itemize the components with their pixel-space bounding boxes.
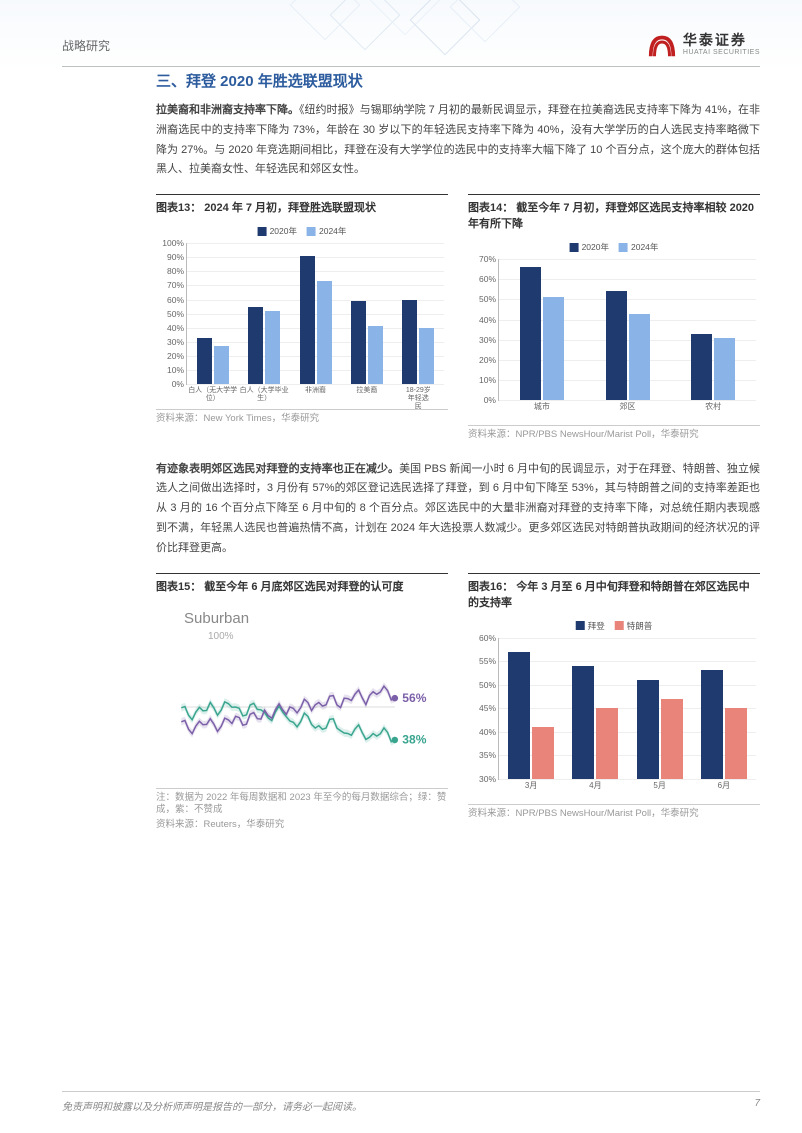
header-category: 战略研究 [62, 37, 110, 54]
chart-15-plot: Suburban100%56%38% [156, 604, 448, 784]
svg-text:38%: 38% [402, 732, 426, 746]
chart-14-title: 图表14： 截至今年 7 月初，拜登郊区选民支持率相较 2020 年有所下降 [468, 194, 760, 237]
chart-row-1: 图表13： 2024 年 7 月初，拜登胜选联盟现状 2020年2024年0%1… [156, 194, 760, 441]
logo-text-en: HUATAI SECURITIES [683, 49, 760, 57]
section-title: 三、拜登 2020 年胜选联盟现状 [156, 70, 760, 91]
chart-14-cell: 图表14： 截至今年 7 月初，拜登郊区选民支持率相较 2020 年有所下降 2… [468, 194, 760, 441]
chart-13-title: 图表13： 2024 年 7 月初，拜登胜选联盟现状 [156, 194, 448, 221]
logo-icon [647, 30, 677, 60]
para2-bold: 有迹象表明郊区选民对拜登的支持率也正在减少。 [156, 463, 399, 475]
page-footer: 免责声明和披露以及分析师声明是报告的一部分，请务必一起阅读。 7 [62, 1091, 760, 1113]
page-header: 战略研究 华泰证券 HUATAI SECURITIES [62, 30, 760, 67]
para1-bold: 拉美裔和非洲裔支持率下降。 [156, 104, 299, 116]
chart-row-2: 图表15： 截至今年 6 月底郊区选民对拜登的认可度 Suburban100%5… [156, 573, 760, 832]
chart-14-source: 资料来源：NPR/PBS NewsHour/Marist Poll，华泰研究 [468, 425, 760, 441]
chart-16-cell: 图表16： 今年 3 月至 6 月中旬拜登和特朗普在郊区选民中的支持率 拜登特朗… [468, 573, 760, 832]
chart-16-plot: 拜登特朗普30%35%40%45%50%55%60%3月4月5月6月 [468, 620, 760, 800]
chart-15-cell: 图表15： 截至今年 6 月底郊区选民对拜登的认可度 Suburban100%5… [156, 573, 448, 832]
chart-13-plot: 2020年2024年0%10%20%30%40%50%60%70%80%90%1… [156, 225, 448, 405]
para2-rest: 美国 PBS 新闻一小时 6 月中旬的民调显示，对于在拜登、特朗普、独立候选人之… [156, 463, 760, 554]
chart-15-title: 图表15： 截至今年 6 月底郊区选民对拜登的认可度 [156, 573, 448, 600]
company-logo: 华泰证券 HUATAI SECURITIES [647, 30, 760, 60]
chart-16-title: 图表16： 今年 3 月至 6 月中旬拜登和特朗普在郊区选民中的支持率 [468, 573, 760, 616]
chart-16-source: 资料来源：NPR/PBS NewsHour/Marist Poll，华泰研究 [468, 804, 760, 820]
chart-14-plot: 2020年2024年0%10%20%30%40%50%60%70%城市郊区农村 [468, 241, 760, 421]
logo-text-cn: 华泰证券 [683, 33, 760, 48]
footer-page-number: 7 [754, 1098, 760, 1113]
chart-13-cell: 图表13： 2024 年 7 月初，拜登胜选联盟现状 2020年2024年0%1… [156, 194, 448, 441]
main-content: 三、拜登 2020 年胜选联盟现状 拉美裔和非洲裔支持率下降。《纽约时报》与锡耶… [156, 64, 760, 838]
chart-13-source: 资料来源：New York Times，华泰研究 [156, 409, 448, 425]
chart-15-note: 注：数据为 2022 年每周数据和 2023 年至今的每月数据综合；绿：赞成，紫… [156, 788, 448, 817]
footer-disclaimer: 免责声明和披露以及分析师声明是报告的一部分，请务必一起阅读。 [62, 1098, 362, 1113]
paragraph-2: 有迹象表明郊区选民对拜登的支持率也正在减少。美国 PBS 新闻一小时 6 月中旬… [156, 460, 760, 559]
paragraph-1: 拉美裔和非洲裔支持率下降。《纽约时报》与锡耶纳学院 7 月初的最新民调显示，拜登… [156, 101, 760, 180]
chart-15-source: 资料来源：Reuters，华泰研究 [156, 816, 448, 831]
svg-text:56%: 56% [402, 690, 426, 704]
